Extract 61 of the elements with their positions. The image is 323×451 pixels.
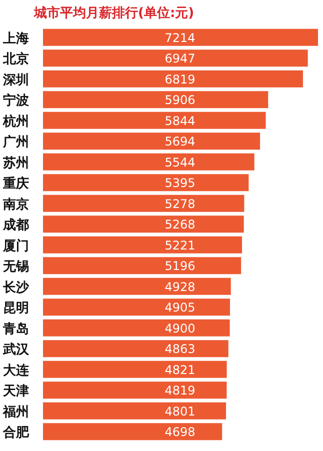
bar bbox=[43, 132, 260, 150]
bar bbox=[43, 112, 266, 129]
bar bbox=[43, 319, 230, 336]
data-label: 5395 bbox=[164, 176, 196, 190]
bar bbox=[43, 153, 254, 170]
data-label: 4821 bbox=[164, 362, 196, 377]
y-tick-label: 杭州 bbox=[2, 113, 29, 130]
y-tick-label: 青岛 bbox=[2, 322, 29, 337]
y-tick-label: 上海 bbox=[2, 31, 29, 46]
y-tick-label: 合肥 bbox=[2, 424, 30, 441]
data-label: 5906 bbox=[164, 93, 196, 108]
bar bbox=[43, 50, 308, 67]
data-label: 4928 bbox=[164, 280, 196, 294]
y-tick-label: 厦门 bbox=[2, 238, 29, 254]
bar bbox=[43, 423, 222, 440]
bar bbox=[43, 174, 249, 192]
y-tick-label: 长沙 bbox=[2, 280, 30, 296]
bar bbox=[43, 216, 244, 233]
data-label: 5544 bbox=[164, 155, 196, 170]
data-label: 5196 bbox=[164, 259, 196, 274]
y-tick-label: 大连 bbox=[3, 363, 30, 378]
y-tick-label: 南京 bbox=[2, 196, 29, 212]
data-label: 4801 bbox=[164, 404, 196, 418]
y-tick-label: 天津 bbox=[2, 384, 29, 400]
y-tick-label: 武汉 bbox=[2, 342, 30, 358]
data-label: 6947 bbox=[164, 52, 196, 66]
bar bbox=[43, 340, 228, 358]
data-label: 4900 bbox=[164, 321, 196, 336]
bar bbox=[43, 70, 303, 88]
bar bbox=[43, 298, 230, 316]
bar bbox=[43, 382, 227, 399]
data-label: 4863 bbox=[164, 342, 196, 356]
data-label: 5268 bbox=[164, 218, 196, 232]
data-label: 4905 bbox=[164, 300, 196, 315]
data-label: 7214 bbox=[164, 30, 196, 45]
y-tick-label: 广州 bbox=[2, 134, 29, 150]
data-label: 5221 bbox=[164, 238, 196, 252]
bar bbox=[43, 91, 268, 108]
bar bbox=[43, 257, 242, 274]
bar bbox=[43, 194, 244, 212]
data-label: 4698 bbox=[164, 425, 196, 440]
y-tick-label: 无锡 bbox=[2, 260, 29, 275]
y-tick-label: 苏州 bbox=[2, 156, 29, 171]
data-label: 5844 bbox=[164, 114, 196, 128]
y-tick-label: 北京 bbox=[2, 51, 29, 68]
data-label: 5278 bbox=[164, 196, 196, 211]
y-tick-label: 宁波 bbox=[3, 92, 30, 109]
y-tick-label: 成都 bbox=[2, 218, 29, 234]
bar bbox=[43, 402, 226, 420]
bar bbox=[43, 360, 227, 378]
y-tick-label: 昆明 bbox=[3, 301, 29, 316]
data-label: 4819 bbox=[164, 384, 196, 398]
bar bbox=[43, 278, 231, 295]
y-tick-label: 福州 bbox=[2, 404, 29, 420]
bar bbox=[43, 28, 318, 46]
y-tick-label: 重庆 bbox=[2, 176, 29, 192]
data-label: 6819 bbox=[164, 72, 196, 86]
data-label: 5694 bbox=[164, 134, 196, 149]
chart-title: 城市平均月薪排行(单位:元) bbox=[33, 5, 194, 21]
bar bbox=[43, 236, 242, 254]
y-tick-label: 深圳 bbox=[2, 72, 29, 88]
